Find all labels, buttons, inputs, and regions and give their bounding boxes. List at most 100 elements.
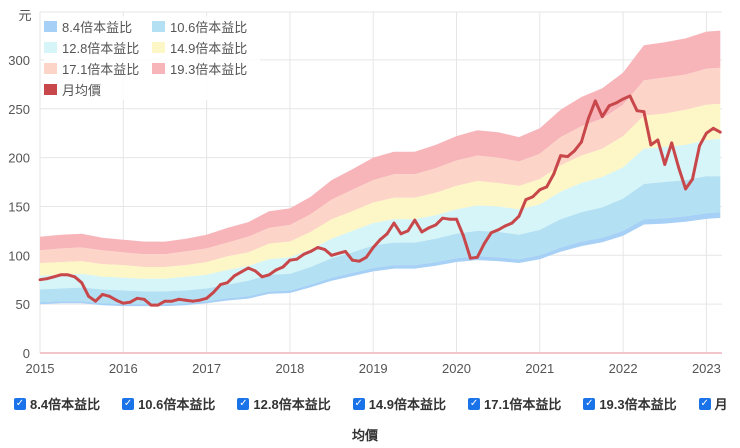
price-point — [441, 216, 445, 220]
legend-item-17-1[interactable]: 17.1倍本益比 — [44, 59, 152, 78]
price-point — [413, 218, 417, 222]
price-point — [87, 294, 90, 298]
pe-band-19.3倍本益比 — [40, 30, 721, 255]
pe-band-17.1倍本益比 — [40, 67, 721, 267]
price-point — [177, 297, 181, 301]
x-tick-label: 2020 — [442, 361, 471, 376]
price-point — [531, 195, 535, 199]
price-point — [718, 130, 722, 134]
toggle-19-3[interactable]: ✓ 19.3倍本益比 — [583, 394, 677, 413]
legend-swatch — [152, 21, 165, 32]
price-point — [538, 188, 542, 192]
price-point — [392, 221, 396, 225]
price-point — [246, 266, 250, 270]
price-point — [94, 299, 97, 303]
checkbox-checked-icon[interactable]: ✓ — [583, 397, 596, 410]
legend-label: 12.8倍本益比 — [62, 41, 140, 56]
y-tick-label: 100 — [8, 248, 30, 263]
x-tick-label: 2022 — [609, 361, 638, 376]
price-point — [559, 154, 563, 158]
checkbox-checked-icon[interactable]: ✓ — [698, 397, 711, 410]
price-point — [378, 238, 382, 242]
y-tick-label: 300 — [8, 53, 30, 68]
price-point — [475, 255, 479, 259]
y-tick-label: 0 — [23, 346, 30, 361]
price-point — [586, 117, 590, 120]
price-point — [635, 109, 639, 113]
legend-item-8-4[interactable]: 8.4倍本益比 — [44, 17, 152, 36]
toggle-label: 12.8倍本益比 — [253, 397, 331, 412]
toggle-10-6[interactable]: ✓ 10.6倍本益比 — [122, 394, 215, 413]
checkbox-checked-icon[interactable]: ✓ — [468, 397, 481, 410]
price-point — [524, 198, 528, 202]
legend-item-10-6[interactable]: 10.6倍本益比 — [152, 17, 260, 36]
price-point — [149, 303, 153, 307]
price-point — [226, 281, 229, 285]
price-point — [406, 229, 410, 233]
price-point — [350, 258, 354, 262]
y-tick-label: 200 — [8, 151, 30, 166]
pe-band-14.9倍本益比 — [40, 103, 721, 279]
price-point — [205, 296, 209, 300]
checkbox-checked-icon[interactable]: ✓ — [237, 397, 250, 410]
price-point — [552, 172, 556, 176]
pe-bands — [40, 30, 721, 307]
toggle-label: 17.1倍本益比 — [484, 397, 562, 412]
price-point — [267, 273, 271, 277]
price-point — [288, 258, 292, 262]
price-point — [232, 274, 236, 278]
y-tick-label: 150 — [8, 199, 30, 214]
price-point — [212, 291, 215, 294]
x-tick-label: 2019 — [359, 361, 388, 376]
legend-swatch — [44, 42, 57, 53]
price-point — [448, 217, 451, 221]
price-point — [670, 141, 674, 145]
chart-svg: 元 0 50 100 150 200 250 300 2015 2016 2017 2018 2019… — [8, 8, 722, 376]
legend-item-19-3[interactable]: 19.3倍本益比 — [152, 59, 260, 78]
legend-item-14-9[interactable]: 14.9倍本益比 — [152, 38, 260, 57]
pe-band-10.6倍本益比 — [40, 176, 721, 305]
price-point — [468, 256, 472, 260]
price-point — [496, 228, 500, 232]
toggle-17-1[interactable]: ✓ 17.1倍本益比 — [468, 394, 561, 413]
toggle-12-8[interactable]: ✓ 12.8倍本益比 — [237, 394, 331, 413]
price-point — [274, 268, 278, 272]
price-point — [503, 224, 507, 228]
checkbox-checked-icon[interactable]: ✓ — [352, 397, 365, 410]
pe-band-12.8倍本益比 — [40, 139, 721, 292]
price-point — [482, 242, 486, 245]
price-point — [142, 297, 146, 301]
price-point — [385, 232, 389, 236]
price-point — [73, 275, 77, 279]
toggle-label: 14.9倍本益比 — [368, 397, 447, 412]
toggle-14-9[interactable]: ✓ 14.9倍本益比 — [352, 394, 447, 413]
price-point — [573, 149, 576, 153]
price-point — [101, 292, 104, 296]
axes: 元 0 50 100 150 200 250 300 2015 2016 2017 2018 2019… — [8, 8, 721, 376]
price-point — [323, 248, 327, 251]
toggle-8-4[interactable]: ✓ 8.4倍本益比 — [14, 394, 100, 413]
price-point — [38, 278, 42, 282]
price-line-group — [38, 94, 722, 307]
legend-item-12-8[interactable]: 12.8倍本益比 — [44, 38, 152, 57]
price-point — [600, 115, 604, 118]
price-point — [156, 303, 160, 307]
legend-item-price[interactable]: 月均價 — [44, 80, 152, 99]
price-point — [108, 294, 111, 298]
series-toggles: ✓ 8.4倍本益比 ✓ 10.6倍本益比 ✓ 12.8倍本益比 ✓ 14.9倍本益比 ✓… — [14, 394, 740, 413]
checkbox-checked-icon[interactable]: ✓ — [14, 397, 26, 410]
price-point — [566, 155, 569, 159]
x-tick-label: 2016 — [109, 361, 138, 376]
price-point — [357, 259, 361, 263]
price-point — [45, 277, 49, 281]
price-point — [191, 299, 195, 303]
toggle-price[interactable]: ✓ 月 — [698, 394, 728, 413]
pe-band-8.4倍本益比 — [40, 212, 721, 307]
x-tick-label: 2018 — [275, 361, 304, 376]
x-tick-label: 2021 — [525, 361, 554, 376]
legend-swatch — [152, 63, 165, 74]
price-point — [455, 217, 458, 221]
legend-label: 10.6倍本益比 — [170, 20, 248, 35]
price-point — [66, 273, 70, 277]
checkbox-checked-icon[interactable]: ✓ — [122, 397, 135, 410]
